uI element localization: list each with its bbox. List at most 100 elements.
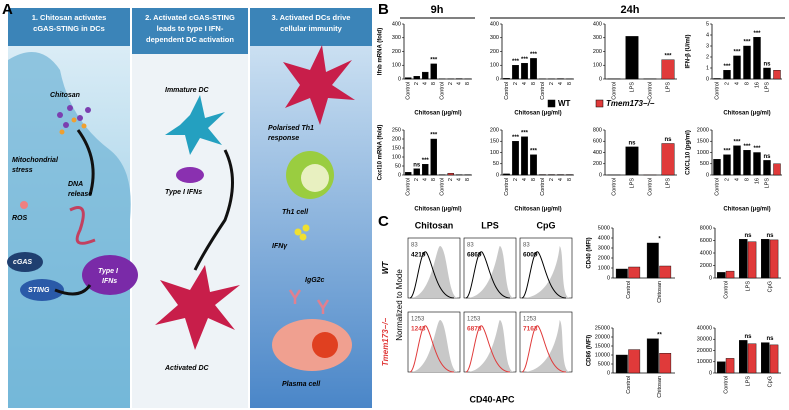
x-axis-label: Chitosan (μg/ml) bbox=[414, 207, 461, 213]
histogram-shaded bbox=[466, 319, 514, 372]
significance-label: *** bbox=[430, 133, 438, 139]
bar bbox=[717, 272, 726, 279]
bar bbox=[769, 344, 779, 374]
y-tick-label: 3 bbox=[706, 43, 709, 49]
bar bbox=[733, 145, 741, 176]
x-tick-label: 8 bbox=[567, 82, 573, 85]
significance-label: ns bbox=[766, 233, 774, 239]
bar bbox=[717, 361, 726, 374]
x-tick-label: 8 bbox=[531, 82, 537, 85]
y-axis-label: Cxcl10 mRNA (fold) bbox=[378, 125, 384, 181]
x-tick-label: 8 bbox=[465, 82, 471, 85]
bar bbox=[753, 37, 761, 80]
annotation: Type I IFNs bbox=[165, 189, 202, 196]
y-tick-label: 0 bbox=[496, 172, 499, 178]
y-tick-label: 4000 bbox=[700, 250, 712, 256]
y-tick-label: 0 bbox=[398, 76, 401, 82]
x-axis-label: Chitosan (μg/ml) bbox=[723, 207, 770, 213]
x-tick-label: 2 bbox=[549, 82, 555, 85]
panel-a-art bbox=[7, 8, 372, 408]
bar bbox=[413, 168, 420, 176]
significance-label: *** bbox=[521, 57, 529, 63]
bar bbox=[659, 265, 672, 279]
legend-swatch bbox=[547, 99, 556, 108]
x-tick-label: LPS bbox=[629, 82, 635, 93]
y-tick-label: 20000 bbox=[595, 334, 610, 340]
histogram-line bbox=[521, 325, 567, 373]
y-axis-label: CD86 (MFI) bbox=[587, 335, 593, 366]
y-tick-label: 250 bbox=[392, 127, 401, 133]
x-tick-label: 2 bbox=[549, 178, 555, 181]
x-tick-label: Control bbox=[647, 178, 653, 196]
panel-letter: A bbox=[2, 1, 13, 18]
annotation: response bbox=[268, 135, 299, 142]
significance-label: ns bbox=[744, 334, 752, 340]
x-tick-label: LPS bbox=[629, 178, 635, 189]
annotation: IgG2c bbox=[305, 277, 325, 284]
histogram-shaded bbox=[522, 319, 570, 372]
annotation: stress bbox=[12, 167, 33, 174]
y-tick-label: 400 bbox=[593, 21, 602, 27]
annotation: STING bbox=[28, 287, 50, 294]
bar bbox=[763, 67, 771, 80]
significance-label: ns bbox=[763, 62, 771, 68]
y-tick-label: 1000 bbox=[598, 265, 610, 271]
bar bbox=[661, 143, 675, 176]
y-tick-label: 200 bbox=[490, 127, 499, 133]
y-tick-label: 400 bbox=[392, 21, 401, 27]
significance-label: *** bbox=[521, 130, 529, 136]
bar bbox=[739, 340, 748, 374]
time-label: 24h bbox=[621, 4, 640, 16]
x-tick-label: 4 bbox=[734, 178, 740, 181]
significance-label: *** bbox=[743, 40, 751, 46]
y-tick-label: 20000 bbox=[697, 348, 712, 354]
x-tick-label: Control bbox=[626, 281, 632, 299]
significance-label: *** bbox=[430, 57, 438, 63]
y-tick-label: 400 bbox=[593, 150, 602, 156]
bar bbox=[628, 266, 641, 279]
x-tick-label: CpG bbox=[767, 376, 773, 387]
y-tick-label: 0 bbox=[706, 76, 709, 82]
flow-histograms bbox=[407, 237, 573, 373]
legend-label: Tmem173−/− bbox=[606, 99, 655, 108]
y-tick-label: 200 bbox=[392, 136, 401, 142]
histogram-line bbox=[521, 251, 567, 299]
y-tick-label: 300 bbox=[490, 35, 499, 41]
bar bbox=[530, 154, 537, 176]
bar bbox=[773, 163, 781, 176]
bar bbox=[659, 353, 672, 374]
significance-label: *** bbox=[422, 158, 430, 164]
y-tick-label: 10000 bbox=[595, 352, 610, 358]
histogram-line bbox=[409, 325, 455, 373]
bar bbox=[723, 69, 731, 80]
y-tick-label: 200 bbox=[392, 49, 401, 55]
x-tick-label: LPS bbox=[764, 178, 770, 189]
annotation: cGAS bbox=[13, 259, 32, 266]
y-axis-label: Ifnb mRNA (fold) bbox=[378, 28, 384, 75]
y-tick-label: 50 bbox=[395, 163, 401, 169]
y-tick-label: 0 bbox=[709, 370, 712, 376]
x-tick-label: Control bbox=[714, 82, 720, 100]
y-tick-label: 3000 bbox=[598, 245, 610, 251]
y-tick-label: 600 bbox=[593, 139, 602, 145]
y-tick-label: 40000 bbox=[697, 325, 712, 331]
x-tick-label: 2 bbox=[513, 178, 519, 181]
bar bbox=[430, 63, 437, 80]
x-axis-label: Chitosan (μg/ml) bbox=[723, 111, 770, 117]
panel-letter: C bbox=[378, 213, 389, 230]
annotation: release bbox=[68, 191, 92, 198]
x-tick-label: Control bbox=[406, 82, 412, 100]
y-tick-label: 0 bbox=[496, 76, 499, 82]
x-axis-label: Chitosan (μg/ml) bbox=[414, 111, 461, 117]
annotation: ROS bbox=[12, 215, 28, 222]
bar bbox=[430, 138, 437, 176]
x-tick-label: 8 bbox=[431, 178, 437, 181]
y-tick-label: 100 bbox=[392, 63, 401, 69]
x-tick-label: LPS bbox=[764, 82, 770, 93]
y-tick-label: 0 bbox=[706, 172, 709, 178]
significance-label: ns bbox=[628, 140, 636, 146]
significance-label: *** bbox=[733, 49, 741, 55]
y-tick-label: 100 bbox=[392, 154, 401, 160]
bar bbox=[713, 159, 721, 176]
